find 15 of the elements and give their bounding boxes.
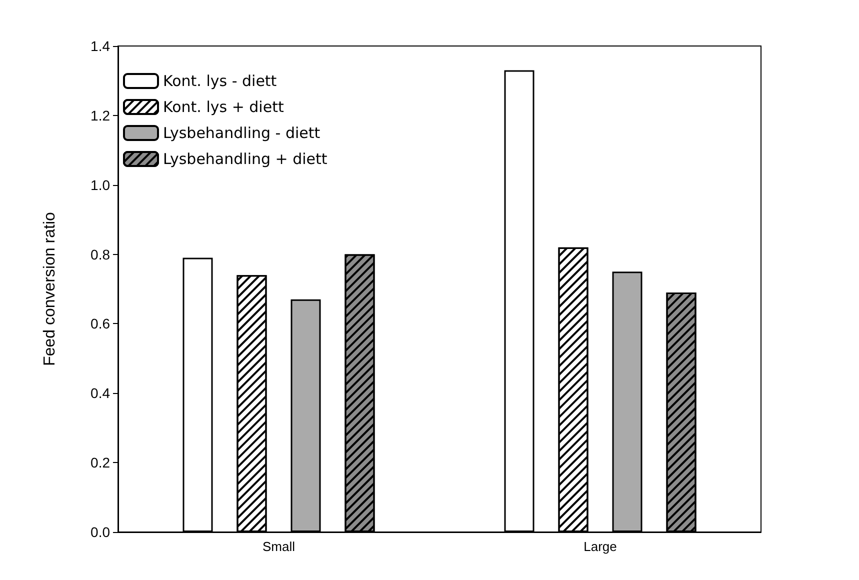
legend-label: Kont. lys - diett [163, 72, 277, 90]
y-tick-label: 0.6 [90, 316, 110, 332]
y-tick-label: 0.0 [90, 524, 110, 540]
y-axis-title: Feed conversion ratio [42, 212, 58, 366]
y-tick-label: 0.8 [90, 246, 110, 262]
y-tick-label: 1.0 [90, 176, 110, 193]
x-tick-label: Large [584, 539, 617, 554]
x-tick-label: Small [262, 539, 296, 554]
y-tick-label: 1.2 [90, 107, 110, 124]
legend-label: Lysbehandling - diett [163, 124, 320, 142]
y-tick-label: 1.4 [90, 38, 110, 54]
y-tick-label: 0.2 [90, 454, 110, 471]
y-tick-label: 0.4 [90, 385, 110, 402]
legend-label: Lysbehandling + diett [163, 150, 328, 168]
legend-label: Kont. lys + diett [163, 98, 284, 116]
